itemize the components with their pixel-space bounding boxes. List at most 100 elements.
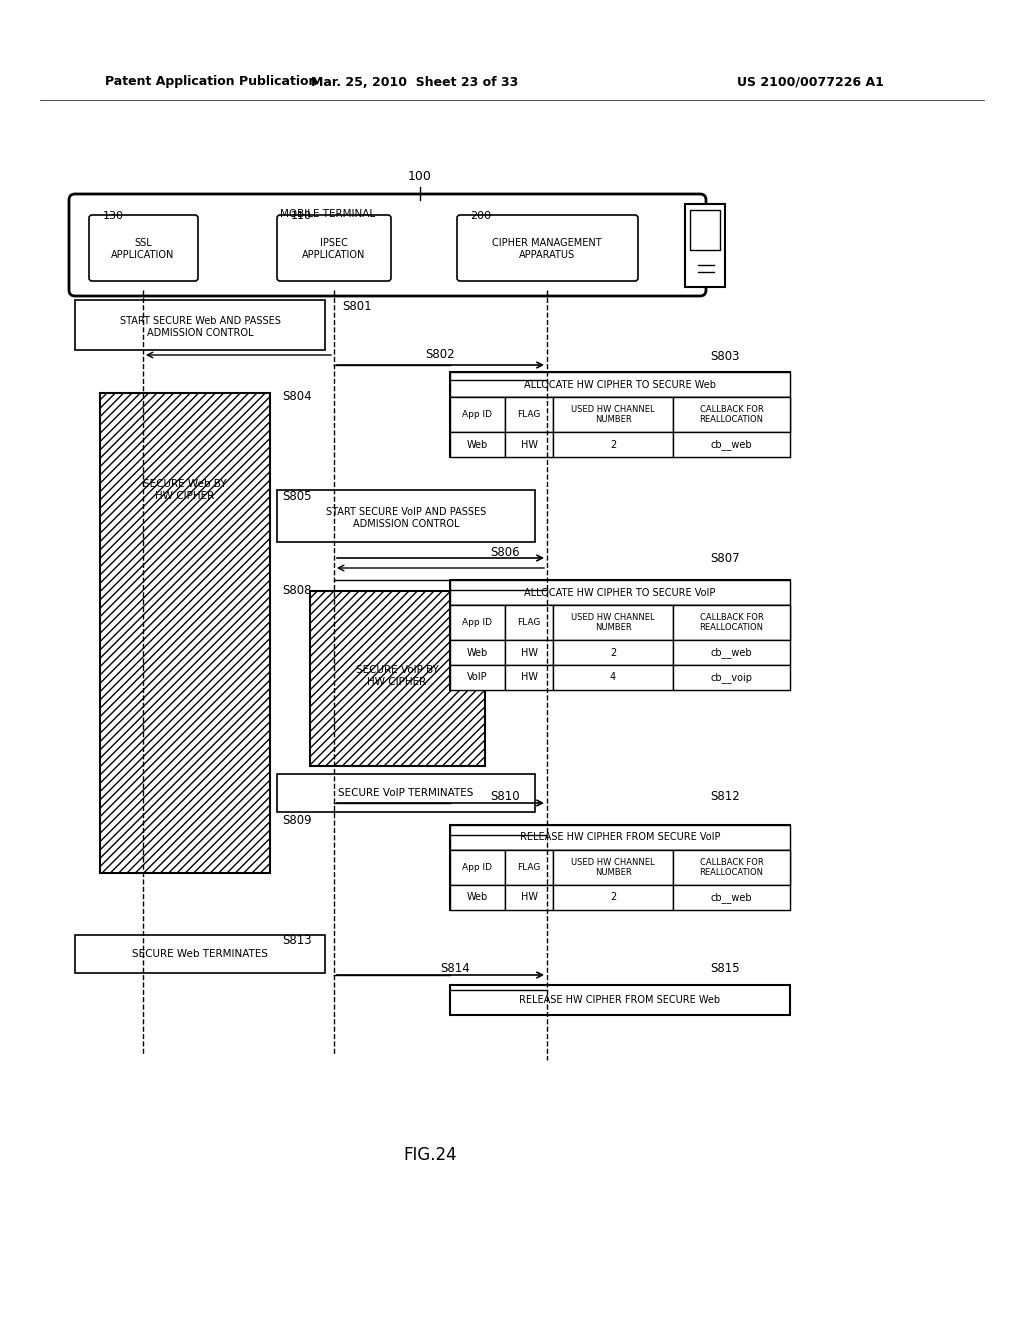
- Bar: [690, 210, 720, 249]
- Bar: [450, 850, 790, 884]
- Text: ALLOCATE HW CIPHER TO SECURE VoIP: ALLOCATE HW CIPHER TO SECURE VoIP: [524, 587, 716, 598]
- Text: USED HW CHANNEL
NUMBER: USED HW CHANNEL NUMBER: [571, 858, 654, 878]
- Text: CIPHER MANAGEMENT
APPARATUS: CIPHER MANAGEMENT APPARATUS: [493, 238, 602, 260]
- Bar: [450, 397, 790, 432]
- Text: Web: Web: [467, 440, 488, 450]
- Bar: [100, 393, 270, 873]
- Bar: [505, 640, 553, 665]
- Bar: [450, 397, 505, 432]
- Bar: [450, 372, 790, 397]
- Bar: [450, 605, 505, 640]
- Text: USED HW CHANNEL
NUMBER: USED HW CHANNEL NUMBER: [571, 612, 654, 632]
- Text: 2: 2: [610, 648, 616, 657]
- Text: FLAG: FLAG: [517, 863, 541, 873]
- Text: 2: 2: [610, 440, 616, 450]
- Text: SSL
APPLICATION: SSL APPLICATION: [112, 238, 175, 260]
- Text: cb__voip: cb__voip: [711, 672, 753, 682]
- Text: HW: HW: [520, 892, 538, 903]
- Bar: [673, 665, 790, 690]
- Bar: [553, 665, 673, 690]
- FancyBboxPatch shape: [89, 215, 198, 281]
- Text: S803: S803: [710, 351, 739, 363]
- Text: S814: S814: [440, 962, 470, 975]
- Bar: [673, 605, 790, 640]
- Text: FLAG: FLAG: [517, 411, 541, 418]
- Bar: [673, 884, 790, 909]
- Text: CALLBACK FOR
REALLOCATION: CALLBACK FOR REALLOCATION: [699, 405, 764, 424]
- Text: S807: S807: [710, 552, 739, 565]
- Bar: [505, 432, 553, 457]
- Text: SECURE VoIP TERMINATES: SECURE VoIP TERMINATES: [338, 788, 474, 799]
- Bar: [450, 825, 790, 909]
- FancyBboxPatch shape: [69, 194, 706, 296]
- Text: RELEASE HW CIPHER FROM SECURE VoIP: RELEASE HW CIPHER FROM SECURE VoIP: [520, 833, 720, 842]
- Text: HW: HW: [520, 440, 538, 450]
- Bar: [450, 372, 790, 457]
- Bar: [505, 850, 553, 884]
- Text: 4: 4: [610, 672, 616, 682]
- Bar: [553, 640, 673, 665]
- Bar: [505, 665, 553, 690]
- Bar: [673, 432, 790, 457]
- Text: US 2100/0077226 A1: US 2100/0077226 A1: [736, 75, 884, 88]
- Text: cb__web: cb__web: [711, 647, 753, 657]
- Text: 100: 100: [408, 170, 432, 183]
- Text: cb__web: cb__web: [711, 440, 753, 450]
- Text: App ID: App ID: [463, 411, 493, 418]
- Text: VoIP: VoIP: [467, 672, 487, 682]
- Text: SECURE Web TERMINATES: SECURE Web TERMINATES: [132, 949, 268, 960]
- Text: IPSEC
APPLICATION: IPSEC APPLICATION: [302, 238, 366, 260]
- Text: S802: S802: [425, 348, 455, 362]
- Bar: [450, 985, 790, 1015]
- Text: USED HW CHANNEL
NUMBER: USED HW CHANNEL NUMBER: [571, 405, 654, 424]
- Text: S808: S808: [282, 583, 311, 597]
- Bar: [450, 605, 790, 640]
- Text: 110: 110: [291, 211, 312, 220]
- Text: HW: HW: [520, 648, 538, 657]
- Bar: [450, 825, 790, 850]
- Text: MOBILE TERMINAL: MOBILE TERMINAL: [280, 209, 375, 219]
- Text: S810: S810: [490, 791, 519, 804]
- Bar: [450, 665, 505, 690]
- Text: S801: S801: [342, 301, 372, 314]
- Bar: [505, 884, 553, 909]
- Text: START SECURE VoIP AND PASSES
ADMISSION CONTROL: START SECURE VoIP AND PASSES ADMISSION C…: [326, 507, 486, 529]
- Bar: [278, 774, 535, 812]
- Bar: [553, 397, 673, 432]
- Bar: [450, 579, 790, 605]
- Text: Web: Web: [467, 648, 488, 657]
- Text: SECURE Web BY
HW CIPHER: SECURE Web BY HW CIPHER: [143, 479, 226, 500]
- Bar: [553, 605, 673, 640]
- Text: RELEASE HW CIPHER FROM SECURE Web: RELEASE HW CIPHER FROM SECURE Web: [519, 995, 721, 1005]
- Bar: [673, 640, 790, 665]
- Bar: [450, 850, 505, 884]
- Text: Patent Application Publication: Patent Application Publication: [105, 75, 317, 88]
- Text: CALLBACK FOR
REALLOCATION: CALLBACK FOR REALLOCATION: [699, 612, 764, 632]
- Text: FIG.24: FIG.24: [403, 1146, 457, 1164]
- Bar: [75, 300, 325, 350]
- Bar: [673, 850, 790, 884]
- Text: Mar. 25, 2010  Sheet 23 of 33: Mar. 25, 2010 Sheet 23 of 33: [311, 75, 518, 88]
- Text: HW: HW: [520, 672, 538, 682]
- Text: CALLBACK FOR
REALLOCATION: CALLBACK FOR REALLOCATION: [699, 858, 764, 878]
- Text: S806: S806: [490, 546, 519, 560]
- Text: S804: S804: [282, 389, 311, 403]
- Text: SECURE VoIP BY
HW CIPHER: SECURE VoIP BY HW CIPHER: [355, 665, 438, 686]
- Text: ALLOCATE HW CIPHER TO SECURE Web: ALLOCATE HW CIPHER TO SECURE Web: [524, 380, 716, 389]
- Text: App ID: App ID: [463, 863, 493, 873]
- Bar: [553, 432, 673, 457]
- Text: cb__web: cb__web: [711, 892, 753, 903]
- Text: FLAG: FLAG: [517, 618, 541, 627]
- Bar: [685, 205, 725, 286]
- Bar: [450, 884, 505, 909]
- Text: Web: Web: [467, 892, 488, 903]
- Bar: [505, 397, 553, 432]
- Text: START SECURE Web AND PASSES
ADMISSION CONTROL: START SECURE Web AND PASSES ADMISSION CO…: [120, 317, 281, 338]
- Text: S815: S815: [710, 962, 739, 975]
- Text: 200: 200: [470, 211, 492, 220]
- Bar: [450, 432, 505, 457]
- Bar: [278, 490, 535, 543]
- Bar: [505, 605, 553, 640]
- FancyBboxPatch shape: [278, 215, 391, 281]
- Text: S812: S812: [710, 791, 739, 804]
